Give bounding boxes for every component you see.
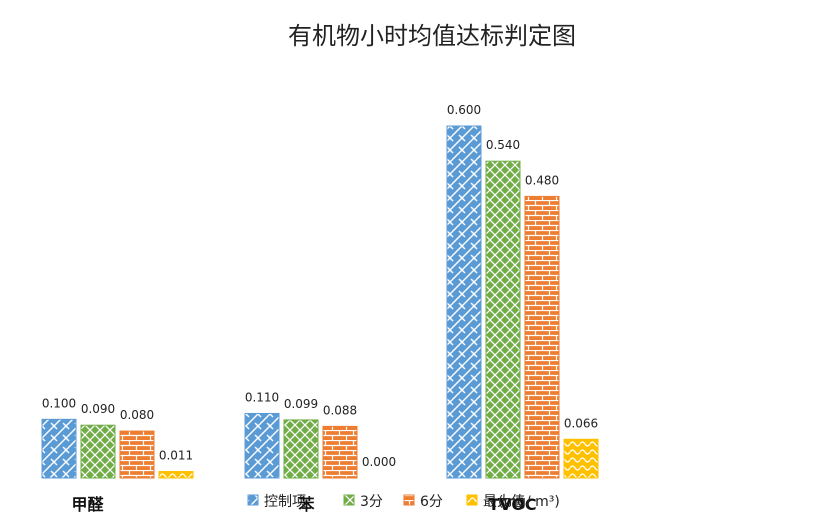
legend-swatch-1 <box>247 494 259 506</box>
data-label-3-4: 0.066 <box>564 416 598 430</box>
bar-1-4 <box>158 471 194 479</box>
category-label-2: 苯 <box>297 495 315 514</box>
data-label-2-1: 0.110 <box>245 390 279 404</box>
legend-swatch-2 <box>343 494 355 506</box>
bar-2-1 <box>244 412 280 479</box>
category-label-1: 甲醛 <box>71 495 104 514</box>
chart-title: 有机物小时均值达标判定图 <box>288 22 576 50</box>
legend-label-4: 最大值 <box>483 494 525 510</box>
data-label-2-2: 0.099 <box>284 397 318 411</box>
data-label-3-2: 0.540 <box>486 138 520 152</box>
legend-swatch-4 <box>466 494 478 506</box>
data-label-2-4: 0.000 <box>362 455 396 469</box>
data-label-2-3: 0.088 <box>323 403 357 417</box>
unit-label: (mg/ m³) <box>498 494 560 510</box>
bar-2-2 <box>283 419 319 479</box>
data-label-1-3: 0.080 <box>120 408 154 422</box>
data-label-1-2: 0.090 <box>81 402 115 416</box>
bar-1-1 <box>41 418 77 479</box>
legend-label-2: 3分 <box>360 494 383 510</box>
data-label-1-4: 0.011 <box>159 449 193 463</box>
category-label-3: TVOC <box>488 495 536 514</box>
legend-swatch-3 <box>403 494 415 506</box>
data-label-1-1: 0.100 <box>42 396 76 410</box>
bar-1-2 <box>80 424 116 479</box>
bar-3-1 <box>446 125 482 479</box>
legend-label-1: 控制项 <box>264 494 306 510</box>
bar-2-3 <box>322 425 358 479</box>
bar-1-3 <box>119 430 155 479</box>
bar-3-2 <box>485 160 521 479</box>
bar-3-4 <box>563 438 599 479</box>
data-label-3-3: 0.480 <box>525 173 559 187</box>
data-label-3-1: 0.600 <box>447 103 481 117</box>
legend: 控制项 3分 6分 最大值 <box>247 494 525 510</box>
category-axis: 甲醛 苯 TVOC <box>71 495 536 514</box>
legend-label-3: 6分 <box>420 494 443 510</box>
plot-area: 0.100 0.090 0.080 0.011 0.110 0.099 0.088 0.000… <box>41 103 599 479</box>
bar-3-3 <box>524 195 560 479</box>
